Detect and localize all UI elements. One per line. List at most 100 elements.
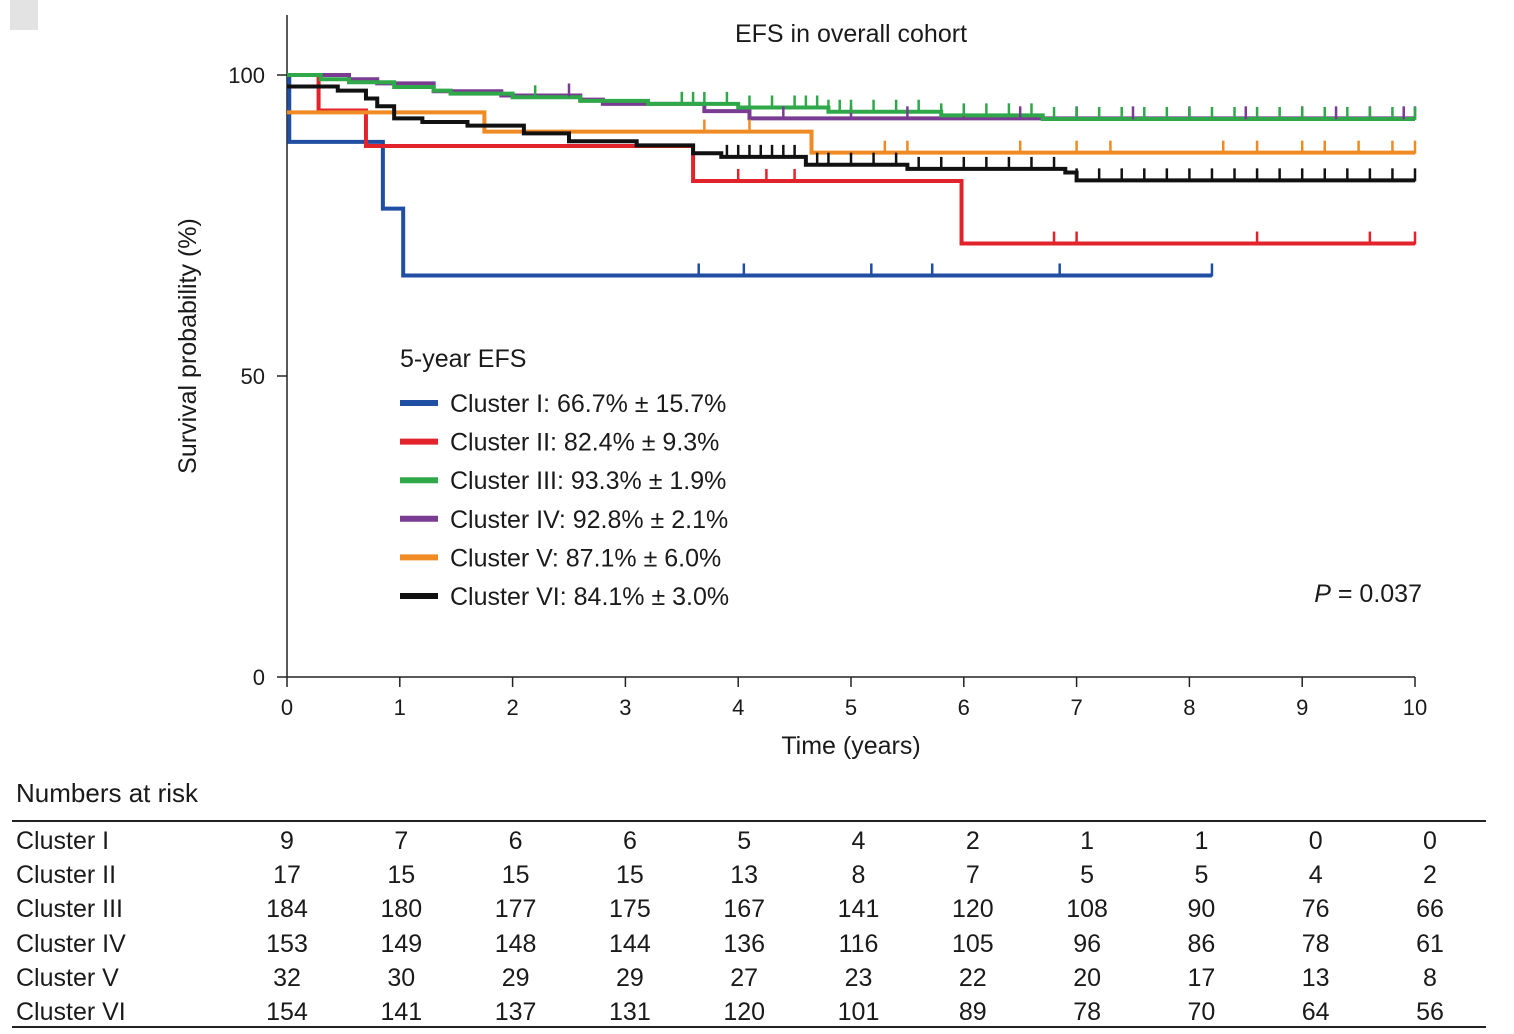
risk-table-row: Cluster IV 153 149 148 144 136 116 105 96 86 78 61 (0, 927, 1514, 961)
legend-entry: Cluster VI: 84.1% ± 3.0% (450, 583, 729, 611)
risk-cell: 32 (273, 963, 301, 992)
risk-cell: 23 (844, 963, 873, 992)
legend-entry: Cluster IV: 92.8% ± 2.1% (450, 506, 728, 534)
risk-cell: 108 (1066, 895, 1108, 924)
legend: 5-year EFS Cluster I: 66.7% ± 15.7% Cluste… (400, 345, 729, 611)
risk-table-bottom-rule (12, 1026, 1486, 1028)
risk-cell: 9 (280, 827, 294, 855)
risk-cell: 141 (837, 895, 880, 924)
legend-entry: Cluster V: 87.1% ± 6.0% (450, 544, 721, 572)
risk-cell: 29 (501, 963, 530, 992)
risk-table-row: Cluster VI 154 141 137 131 120 101 89 78 70 64 56 (0, 995, 1514, 1029)
risk-cell: 120 (723, 998, 766, 1026)
risk-cell: 29 (615, 963, 644, 992)
risk-row-label: Cluster II (16, 861, 117, 890)
risk-cell: 4 (851, 827, 866, 855)
y-tick-label: 100 (228, 63, 265, 88)
p-value: P = 0.037 (1314, 580, 1422, 608)
risk-cell: 78 (1301, 929, 1330, 958)
risk-table-row: Cluster III 184 180 177 175 167 141 120 108 90 76 6… (0, 892, 1514, 926)
p-value-text: = 0.037 (1331, 580, 1422, 608)
risk-cell: 154 (266, 998, 308, 1026)
risk-cell: 1 (1194, 827, 1209, 855)
risk-cell: 1 (1080, 827, 1095, 855)
censor-marks (533, 83, 1417, 277)
risk-table-top-rule (12, 820, 1486, 822)
legend-entry: Cluster I: 66.7% ± 15.7% (450, 390, 726, 418)
risk-cell: 180 (380, 895, 423, 924)
x-tick-label: 7 (1070, 695, 1082, 720)
risk-cell: 6 (622, 827, 637, 855)
x-tick-label: 4 (732, 695, 744, 720)
risk-cell: 8 (1423, 963, 1437, 992)
risk-cell: 66 (1416, 895, 1444, 924)
risk-cell: 2 (1423, 861, 1437, 890)
risk-cell: 89 (958, 998, 987, 1026)
risk-cell: 5 (737, 827, 752, 855)
x-tick-label: 10 (1403, 695, 1427, 720)
y-axis-label: Survival probability (%) (174, 218, 202, 474)
risk-cell: 6 (508, 827, 523, 855)
risk-cell: 15 (501, 861, 530, 890)
x-tick-label: 6 (958, 695, 970, 720)
risk-cell: 0 (1423, 827, 1437, 855)
risk-cell: 131 (609, 998, 651, 1026)
risk-cell: 20 (1073, 963, 1101, 992)
risk-cell: 137 (494, 998, 537, 1026)
risk-cell: 175 (609, 895, 651, 924)
risk-cell: 105 (951, 929, 994, 958)
risk-cell: 8 (851, 861, 866, 890)
risk-cell: 76 (1301, 895, 1330, 924)
km-curve-cluster-iii (287, 73, 1415, 121)
risk-cell: 120 (951, 895, 994, 924)
risk-cell: 184 (266, 895, 308, 924)
risk-cell: 15 (615, 861, 644, 890)
risk-cell: 90 (1187, 895, 1216, 924)
risk-cell: 5 (1194, 861, 1209, 890)
x-tick-label: 3 (619, 695, 631, 720)
risk-cell: 4 (1308, 861, 1323, 890)
x-tick-label: 8 (1183, 695, 1195, 720)
survival-curves (287, 73, 1415, 278)
risk-cell: 86 (1187, 929, 1216, 958)
risk-table-row: Cluster II 17 15 15 15 13 8 7 5 5 4 2 (0, 858, 1514, 892)
x-tick-label: 2 (506, 695, 518, 720)
legend-entry: Cluster III: 93.3% ± 1.9% (450, 467, 726, 495)
risk-cell: 15 (387, 861, 416, 890)
risk-cell: 153 (266, 929, 308, 958)
risk-cell: 144 (609, 929, 651, 958)
km-curve-cluster-vi (287, 84, 1415, 183)
risk-table-row: Cluster V 32 30 29 29 27 23 22 20 17 13 8 (0, 961, 1514, 995)
risk-cell: 2 (965, 827, 980, 855)
panel-corner-mark (10, 0, 38, 30)
risk-cell: 27 (730, 963, 759, 992)
risk-row-label: Cluster IV (16, 929, 126, 958)
risk-cell: 96 (1073, 929, 1101, 958)
risk-row-label: Cluster III (16, 895, 123, 924)
risk-cell: 22 (958, 963, 987, 992)
risk-cell: 167 (723, 895, 766, 924)
risk-cell: 17 (273, 861, 301, 890)
x-tick-label: 0 (281, 695, 293, 720)
risk-cell: 141 (380, 998, 423, 1026)
risk-cell: 5 (1080, 861, 1095, 890)
risk-cell: 13 (1301, 963, 1330, 992)
numbers-at-risk-title: Numbers at risk (16, 778, 199, 808)
risk-cell: 13 (730, 861, 759, 890)
risk-row-label: Cluster V (16, 963, 119, 992)
y-tick-label: 0 (253, 665, 265, 690)
risk-cell: 136 (723, 929, 766, 958)
risk-row-label: Cluster VI (16, 998, 126, 1026)
risk-cell: 177 (494, 895, 537, 924)
x-axis-label: Time (years) (781, 732, 920, 760)
risk-cell: 0 (1308, 827, 1323, 855)
risk-table-row: Cluster I 9 7 6 6 5 4 2 1 1 0 0 (0, 824, 1514, 858)
risk-cell: 7 (965, 861, 980, 890)
risk-cell: 30 (387, 963, 416, 992)
risk-cell: 116 (838, 929, 879, 958)
km-curve-cluster-ii (287, 73, 1415, 246)
risk-row-label: Cluster I (16, 827, 110, 855)
x-tick-label: 1 (394, 695, 406, 720)
